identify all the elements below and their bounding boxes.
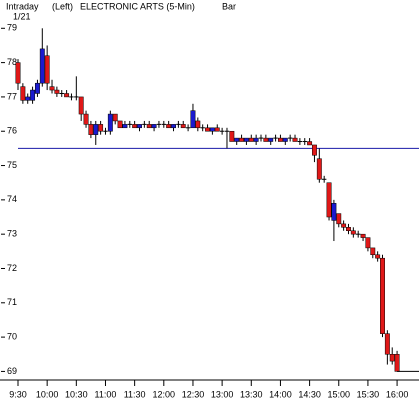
x-tick-label: 15:00 bbox=[327, 389, 350, 399]
x-tick-label: 9:30 bbox=[9, 389, 27, 399]
x-tick-label: 16:00 bbox=[386, 389, 409, 399]
date: 1/21 bbox=[13, 11, 31, 21]
y-tick-label: 73 bbox=[7, 229, 17, 239]
candle-body bbox=[88, 124, 94, 135]
candle-body bbox=[326, 182, 332, 218]
y-tick-label: 71 bbox=[7, 297, 17, 307]
y-tick-label: 78 bbox=[7, 57, 17, 67]
candle-body bbox=[331, 203, 337, 221]
candle-body bbox=[83, 113, 89, 125]
y-tick-label: 76 bbox=[7, 126, 17, 136]
candle-body bbox=[180, 124, 186, 129]
candle-body bbox=[25, 96, 31, 101]
candle-body bbox=[146, 124, 152, 129]
candle-body bbox=[360, 233, 366, 238]
candle-body bbox=[370, 247, 376, 256]
y-tick-label: 77 bbox=[7, 91, 17, 101]
style: Bar bbox=[222, 1, 236, 11]
candle-body bbox=[137, 124, 142, 129]
candle-body bbox=[132, 124, 138, 129]
candle-body bbox=[375, 254, 381, 259]
chart-title: ELECTRONIC ARTS (5-Min) bbox=[80, 1, 195, 11]
candle-body bbox=[292, 137, 298, 142]
candle-body bbox=[239, 137, 245, 142]
x-tick-label: 15:30 bbox=[357, 389, 380, 399]
candle-body bbox=[78, 96, 84, 115]
candle-body bbox=[112, 113, 118, 122]
candle-body bbox=[336, 213, 342, 225]
candle-body bbox=[307, 141, 313, 146]
candle-body bbox=[234, 137, 240, 142]
candle-body bbox=[205, 127, 210, 132]
candle-body bbox=[365, 237, 371, 249]
x-tick-label: 12:30 bbox=[182, 389, 205, 399]
candle-body bbox=[248, 137, 254, 142]
candle-body bbox=[98, 124, 104, 132]
candle-body bbox=[190, 110, 196, 129]
candle-body bbox=[341, 223, 347, 228]
candle-body bbox=[350, 230, 356, 235]
x-tick-label: 14:30 bbox=[298, 389, 321, 399]
candle-body bbox=[122, 124, 128, 129]
candle-body bbox=[54, 89, 60, 94]
candle-body bbox=[151, 124, 157, 129]
x-tick-label: 11:30 bbox=[124, 389, 146, 399]
candle-body bbox=[316, 158, 322, 180]
candle-body bbox=[312, 144, 317, 156]
candle-body bbox=[15, 62, 21, 84]
candle-body bbox=[209, 127, 215, 132]
x-tick-label: 10:30 bbox=[65, 389, 88, 399]
candle-body bbox=[282, 137, 288, 142]
candle-body bbox=[166, 124, 172, 129]
candle-body bbox=[346, 227, 351, 231]
candle-body bbox=[195, 120, 201, 129]
candle-body bbox=[389, 354, 395, 362]
candle-body bbox=[39, 48, 45, 84]
candle-body bbox=[380, 257, 385, 334]
candle-body bbox=[64, 93, 70, 98]
y-tick-label: 75 bbox=[7, 160, 17, 170]
y-tick-label: 69 bbox=[7, 366, 17, 376]
candle-body bbox=[394, 354, 400, 372]
candle-body bbox=[229, 130, 235, 142]
x-tick-label: 13:30 bbox=[240, 389, 263, 399]
axis-side: (Left) bbox=[52, 1, 73, 11]
candle-body bbox=[44, 55, 50, 84]
candle-body bbox=[49, 86, 55, 91]
y-tick-label: 72 bbox=[7, 263, 17, 273]
candle-body bbox=[214, 127, 220, 132]
candle-body bbox=[107, 113, 113, 132]
candle-body bbox=[263, 137, 269, 142]
x-tick-label: 10:00 bbox=[36, 389, 59, 399]
x-tick-label: 13:00 bbox=[211, 389, 234, 399]
candle-body bbox=[34, 82, 40, 94]
candle-body bbox=[117, 120, 123, 129]
x-tick-label: 12:00 bbox=[153, 389, 176, 399]
candle-body bbox=[20, 86, 26, 101]
candle-body bbox=[93, 124, 99, 135]
candle-body bbox=[277, 137, 283, 142]
y-tick-label: 74 bbox=[7, 194, 17, 204]
x-tick-label: 11:00 bbox=[95, 389, 117, 399]
mode: Intraday bbox=[6, 1, 39, 11]
candle-body bbox=[243, 137, 249, 142]
candle-body bbox=[268, 137, 274, 142]
y-tick-label: 79 bbox=[7, 23, 17, 33]
candle-body bbox=[384, 333, 390, 355]
candle-body bbox=[253, 137, 259, 142]
candle-body bbox=[30, 89, 36, 101]
candle-body bbox=[171, 124, 176, 129]
x-tick-label: 14:00 bbox=[269, 389, 292, 399]
y-tick-label: 70 bbox=[7, 331, 17, 341]
